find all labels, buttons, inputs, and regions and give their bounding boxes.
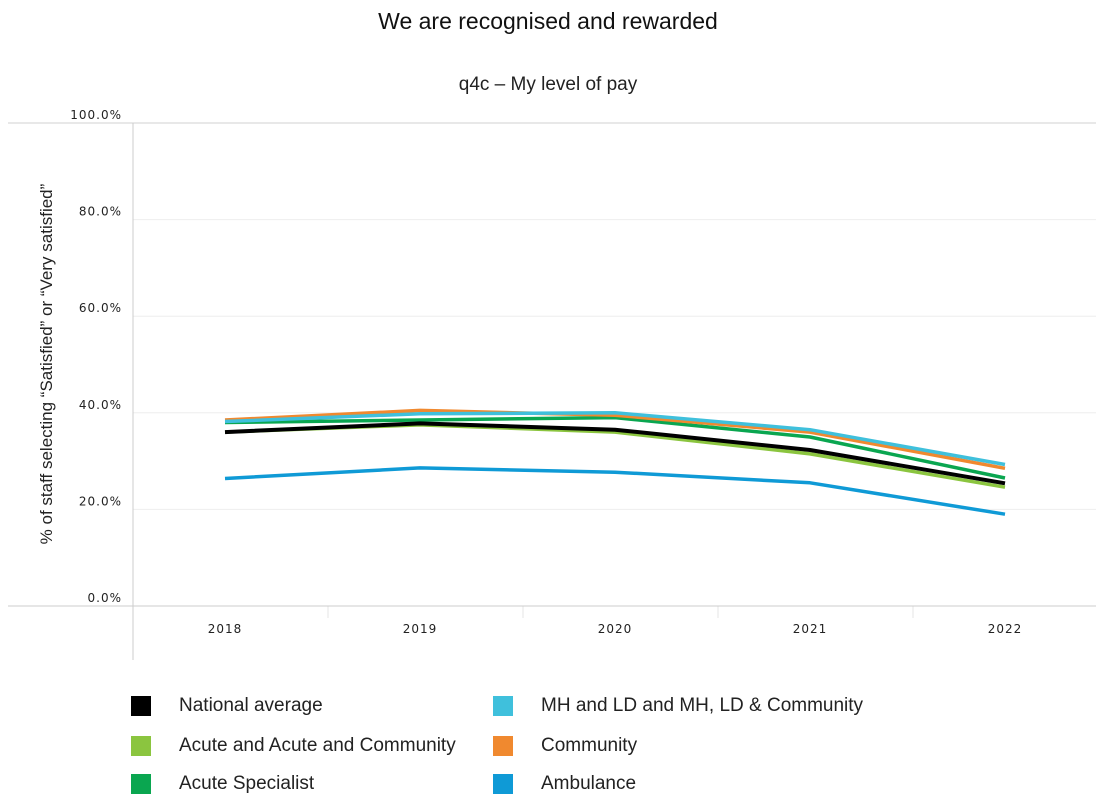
x-tick-label: 2021 [793, 622, 828, 636]
y-tick-label: 20.0% [79, 494, 122, 508]
legend-swatch [131, 736, 151, 756]
legend-swatch [131, 696, 151, 716]
legend-swatch [131, 774, 151, 794]
legend-item[interactable]: MH and LD and MH, LD & Community [493, 693, 863, 719]
legend-label: Acute and Acute and Community [179, 735, 456, 756]
legend-swatch [493, 774, 513, 794]
chart-title: We are recognised and rewarded [378, 8, 718, 34]
legend-label: Ambulance [541, 773, 637, 794]
series-line-ambulance [224, 466, 1006, 516]
y-tick-label: 0.0% [88, 591, 123, 605]
x-tick-label: 2018 [208, 622, 243, 636]
legend-item[interactable]: Community [493, 733, 637, 759]
legend-swatch [493, 696, 513, 716]
legend-item[interactable]: Acute Specialist [131, 771, 314, 797]
legend-item[interactable]: National average [131, 693, 323, 719]
legend-label: Community [541, 735, 638, 756]
y-tick-label: 60.0% [79, 301, 122, 315]
series-line-acute-specialist [224, 415, 1006, 480]
legend-swatch [493, 736, 513, 756]
legend-item[interactable]: Acute and Acute and Community [131, 733, 456, 759]
x-tick-label: 2019 [403, 622, 438, 636]
series-lines [224, 408, 1006, 516]
series-line-mh-and-ld-and-mh-ld-community [224, 411, 1006, 467]
y-tick-label: 80.0% [79, 205, 122, 219]
legend-item[interactable]: Ambulance [493, 771, 636, 797]
axes [8, 122, 1096, 660]
series-line-acute-and-acute-and-community [224, 423, 1006, 489]
x-tick-label: 2020 [598, 622, 633, 636]
series-line-national-average [224, 421, 1006, 486]
tick-labels: 0.0% 20.0% 40.0% 60.0% 80.0% 100.0% 2018 2019 20… [70, 108, 1023, 636]
legend-label: National average [179, 695, 323, 716]
y-tick-label: 40.0% [79, 398, 122, 412]
x-tick-label: 2022 [988, 622, 1023, 636]
chart-subtitle: q4c – My level of pay [458, 74, 638, 95]
legend-label: Acute Specialist [179, 773, 315, 794]
series-line-community [224, 408, 1006, 471]
y-tick-label: 100.0% [70, 108, 122, 122]
y-axis-label: % of staff selecting “Satisfied” or “Ver… [37, 183, 56, 544]
legend-label: MH and LD and MH, LD & Community [541, 695, 864, 716]
gridlines [132, 122, 1096, 618]
